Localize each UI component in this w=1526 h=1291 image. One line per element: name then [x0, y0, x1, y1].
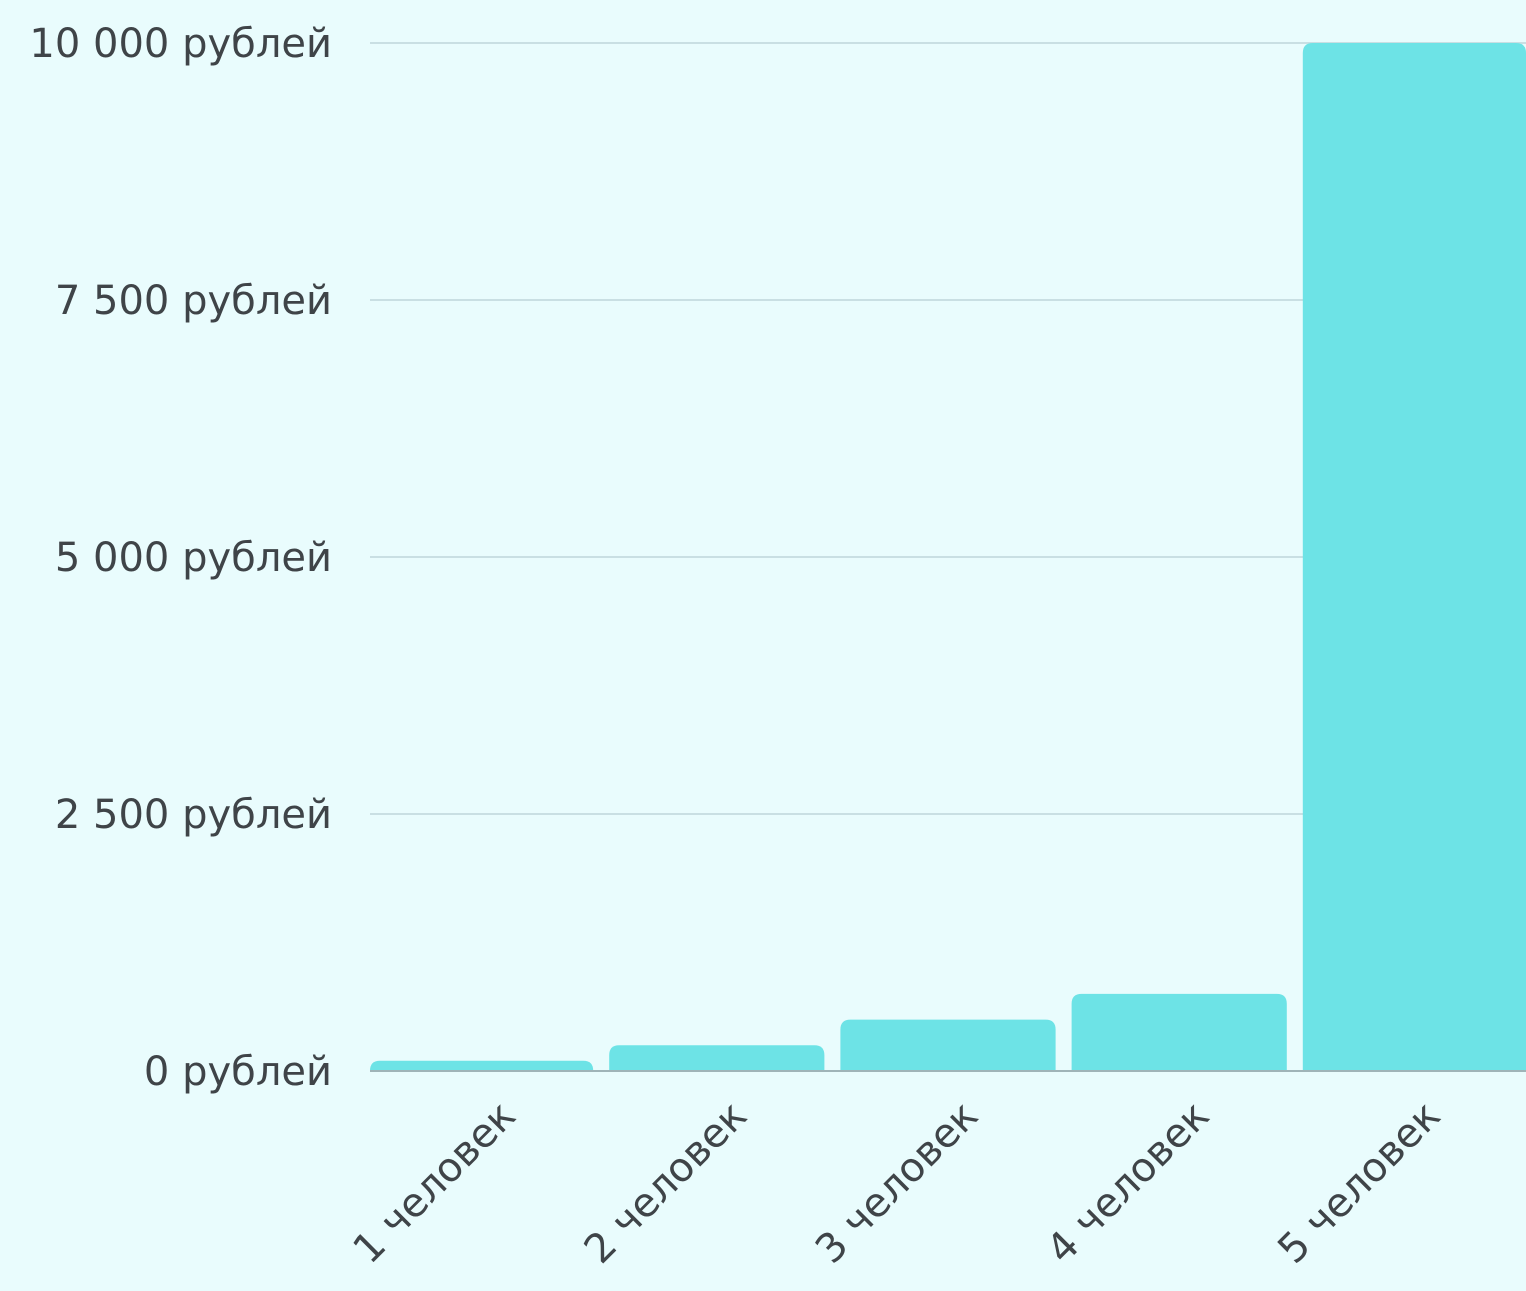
- x-tick-label: 2 человек: [576, 1093, 756, 1273]
- bar-4: [1071, 993, 1287, 1071]
- bars: [370, 43, 1526, 1071]
- x-tick-label: 4 человек: [1038, 1093, 1218, 1273]
- x-tick-label: 3 человек: [807, 1093, 987, 1273]
- y-tick-label: 2 500 рублей: [55, 792, 332, 838]
- y-tick-label: 0 рублей: [144, 1049, 332, 1095]
- bar-1: [370, 1060, 594, 1071]
- bar-5: [1302, 43, 1526, 1071]
- y-tick-label: 10 000 рублей: [29, 21, 332, 67]
- y-tick-label: 5 000 рублей: [55, 535, 332, 581]
- y-tick-label: 7 500 рублей: [55, 278, 332, 324]
- bar-3: [840, 1019, 1056, 1071]
- x-axis-category-labels: 1 человек 2 человек 3 человек 4 человек 5 че…: [345, 1093, 1450, 1273]
- y-axis-tick-labels: 0 рублей 2 500 рублей 5 000 рублей 7 500 ру…: [29, 21, 332, 1095]
- x-tick-label: 5 человек: [1269, 1093, 1449, 1273]
- bar-2: [609, 1045, 825, 1071]
- x-tick-label: 1 человек: [345, 1093, 525, 1273]
